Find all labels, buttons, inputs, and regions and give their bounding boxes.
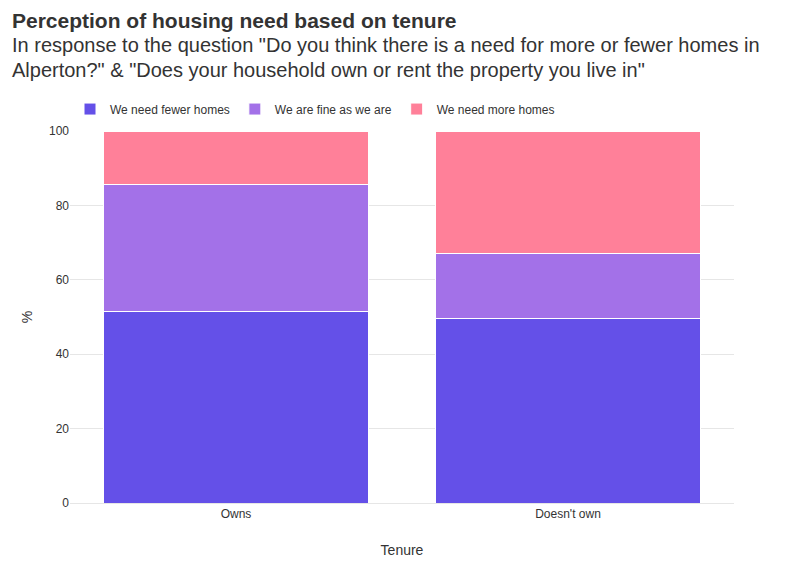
svg-text:Tenure: Tenure xyxy=(381,542,424,558)
svg-text:20: 20 xyxy=(56,422,70,436)
svg-text:Doesn't own: Doesn't own xyxy=(535,507,601,521)
svg-text:40: 40 xyxy=(56,347,70,361)
svg-text:80: 80 xyxy=(56,199,70,213)
svg-text:60: 60 xyxy=(56,273,70,287)
svg-text:Owns: Owns xyxy=(221,507,252,521)
svg-text:We need more homes: We need more homes xyxy=(437,103,555,117)
svg-text:We are fine as we are: We are fine as we are xyxy=(275,103,392,117)
svg-text:100: 100 xyxy=(49,124,69,138)
svg-text:We need fewer homes: We need fewer homes xyxy=(110,103,230,117)
html-text:Perception of housing need bas: Perception of housing need based on tenu… xyxy=(12,9,457,32)
svg-text:%: % xyxy=(19,311,35,323)
html-text:In response to the question "D: In response to the question "Do you thin… xyxy=(12,34,760,81)
svg-text:0: 0 xyxy=(62,496,69,510)
